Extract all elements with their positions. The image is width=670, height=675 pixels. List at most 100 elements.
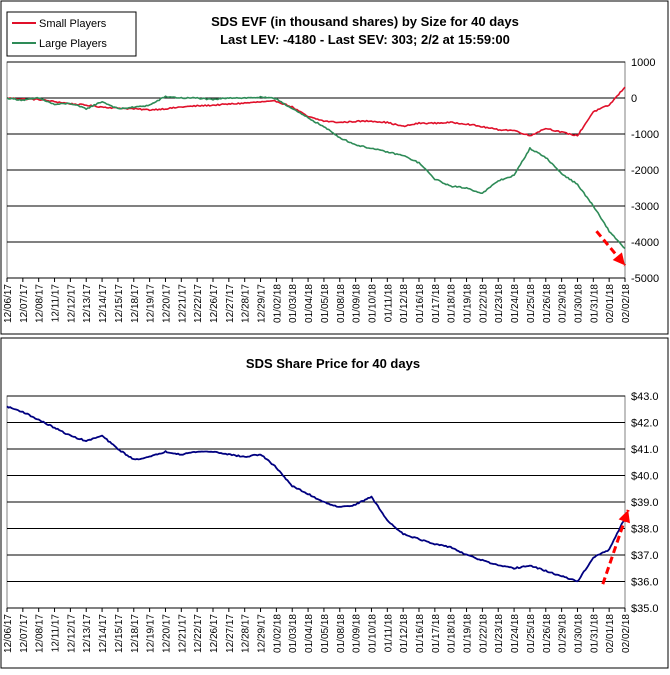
evf-x-tick-label: 01/02/18 <box>272 284 283 323</box>
price-x-tick-label: 02/02/18 <box>621 614 632 653</box>
evf-legend: Small Players Large Players <box>6 11 137 57</box>
price-x-tick-label: 01/17/18 <box>431 614 442 653</box>
price-x-tick-label: 02/01/18 <box>605 614 616 653</box>
price-x-tick-label: 12/18/17 <box>130 614 141 653</box>
evf-trend-arrow-head <box>612 252 625 266</box>
price-x-tick-label: 01/02/18 <box>272 614 283 653</box>
price-x-tick-label: 01/10/18 <box>367 614 378 653</box>
legend-label-large-players: Large Players <box>39 38 107 50</box>
price-x-tick-label: 12/15/17 <box>114 614 125 653</box>
evf-x-tick-label: 12/20/17 <box>161 284 172 323</box>
evf-x-tick-label: 12/11/17 <box>51 284 62 323</box>
price-x-tick-label: 01/05/18 <box>320 614 331 653</box>
evf-x-tick-label: 02/02/18 <box>621 284 632 323</box>
price-x-tick-label: 12/22/17 <box>193 614 204 653</box>
price-x-tick-label: 12/26/17 <box>209 614 220 653</box>
price-x-tick-label: 12/13/17 <box>82 614 93 653</box>
evf-x-tick-label: 01/24/18 <box>510 284 521 323</box>
evf-x-tick-label: 01/08/18 <box>336 284 347 323</box>
evf-x-tick-label: 12/29/17 <box>257 284 268 323</box>
price-x-tick-label: 12/21/17 <box>177 614 188 653</box>
evf-x-tick-label: 12/26/17 <box>209 284 220 323</box>
evf-x-tick-label: 01/23/18 <box>494 284 505 323</box>
evf-plot: 1000 0 -1000 -2000 -3000 -4000 -5000 12/06/17 12… <box>3 57 659 323</box>
price-x-tick-label: 01/12/18 <box>399 614 410 653</box>
price-y-tick-label: $42.0 <box>631 418 659 430</box>
evf-x-tick-label: 12/15/17 <box>114 284 125 323</box>
price-x-tick-label: 01/25/18 <box>526 614 537 653</box>
price-x-tick-label: 12/11/17 <box>51 614 62 653</box>
price-chart-area <box>0 337 669 669</box>
evf-x-tick-label: 02/01/18 <box>605 284 616 323</box>
evf-x-tick-label: 01/10/18 <box>367 284 378 323</box>
price-y-tick-label: $37.0 <box>631 550 659 562</box>
price-x-tick-label: 12/20/17 <box>161 614 172 653</box>
evf-x-tick-label: 12/21/17 <box>177 284 188 323</box>
price-trend-arrow-head <box>618 509 630 524</box>
price-x-tick-label: 01/23/18 <box>494 614 505 653</box>
evf-x-tick-label: 01/05/18 <box>320 284 331 323</box>
evf-y-tick-label: 1000 <box>631 57 655 69</box>
price-x-tick-label: 01/16/18 <box>415 614 426 653</box>
evf-x-tick-label: 12/18/17 <box>130 284 141 323</box>
price-x-tick-label: 01/24/18 <box>510 614 521 653</box>
evf-series-line-0 <box>6 86 626 137</box>
price-x-tick-label: 01/03/18 <box>288 614 299 653</box>
price-x-tick-label: 12/12/17 <box>66 614 77 653</box>
evf-x-tick-label: 12/27/17 <box>225 284 236 323</box>
price-x-tick-label: 12/07/17 <box>19 614 30 653</box>
price-plot: $43.0 $42.0 $41.0 $40.0 $39.0 $38.0 $37.0 $36.0… <box>3 391 659 653</box>
evf-x-tick-label: 12/08/17 <box>35 284 46 323</box>
evf-x-tick-label: 01/31/18 <box>589 284 600 323</box>
evf-y-tick-label: -1000 <box>631 129 659 141</box>
evf-x-tick-label: 01/18/18 <box>447 284 458 323</box>
evf-x-tick-label: 01/16/18 <box>415 284 426 323</box>
evf-x-tick-label: 12/07/17 <box>19 284 30 323</box>
evf-x-tick-label: 01/30/18 <box>573 284 584 323</box>
price-x-tick-label: 01/09/18 <box>352 614 363 653</box>
price-y-tick-label: $36.0 <box>631 577 659 589</box>
price-x-tick-label: 12/19/17 <box>146 614 157 653</box>
price-x-tick-label: 01/08/18 <box>336 614 347 653</box>
evf-x-tick-label: 01/22/18 <box>478 284 489 323</box>
price-x-tick-label: 01/26/18 <box>542 614 553 653</box>
price-x-tick-label: 01/19/18 <box>463 614 474 653</box>
price-x-tick-label: 12/06/17 <box>3 614 14 653</box>
evf-x-tick-label: 12/14/17 <box>98 284 109 323</box>
legend-label-small-players: Small Players <box>39 18 107 30</box>
price-y-tick-label: $38.0 <box>631 524 659 536</box>
price-y-tick-label: $43.0 <box>631 391 659 403</box>
price-x-tick-label: 12/27/17 <box>225 614 236 653</box>
evf-x-tick-label: 12/12/17 <box>66 284 77 323</box>
price-x-tick-label: 01/18/18 <box>447 614 458 653</box>
price-x-tick-label: 01/30/18 <box>573 614 584 653</box>
price-x-tick-label: 12/29/17 <box>257 614 268 653</box>
price-y-tick-label: $40.0 <box>631 471 659 483</box>
evf-x-tick-label: 01/09/18 <box>352 284 363 323</box>
price-x-tick-label: 01/04/18 <box>304 614 315 653</box>
evf-x-tick-label: 12/19/17 <box>146 284 157 323</box>
evf-chart-subtitle: Last LEV: -4180 - Last SEV: 303; 2/2 at … <box>220 32 510 47</box>
evf-x-tick-label: 12/13/17 <box>82 284 93 323</box>
evf-y-tick-label: -3000 <box>631 201 659 213</box>
price-x-tick-label: 01/11/18 <box>383 614 394 653</box>
price-chart-title: SDS Share Price for 40 days <box>246 356 420 371</box>
evf-x-tick-label: 01/04/18 <box>304 284 315 323</box>
evf-y-tick-label: -4000 <box>631 237 659 249</box>
price-x-tick-label: 01/29/18 <box>558 614 569 653</box>
evf-x-tick-label: 12/22/17 <box>193 284 204 323</box>
evf-y-tick-label: -5000 <box>631 273 659 285</box>
evf-chart-area <box>0 0 669 335</box>
price-x-tick-label: 12/28/17 <box>241 614 252 653</box>
price-series-line-0 <box>6 405 626 583</box>
evf-x-tick-label: 01/11/18 <box>383 284 394 323</box>
price-x-tick-label: 01/22/18 <box>478 614 489 653</box>
price-x-tick-label: 01/31/18 <box>589 614 600 653</box>
evf-x-tick-label: 01/26/18 <box>542 284 553 323</box>
price-y-tick-label: $39.0 <box>631 497 659 509</box>
evf-x-tick-label: 01/17/18 <box>431 284 442 323</box>
evf-x-tick-label: 12/06/17 <box>3 284 14 323</box>
evf-x-tick-label: 01/03/18 <box>288 284 299 323</box>
evf-y-tick-label: -2000 <box>631 165 659 177</box>
